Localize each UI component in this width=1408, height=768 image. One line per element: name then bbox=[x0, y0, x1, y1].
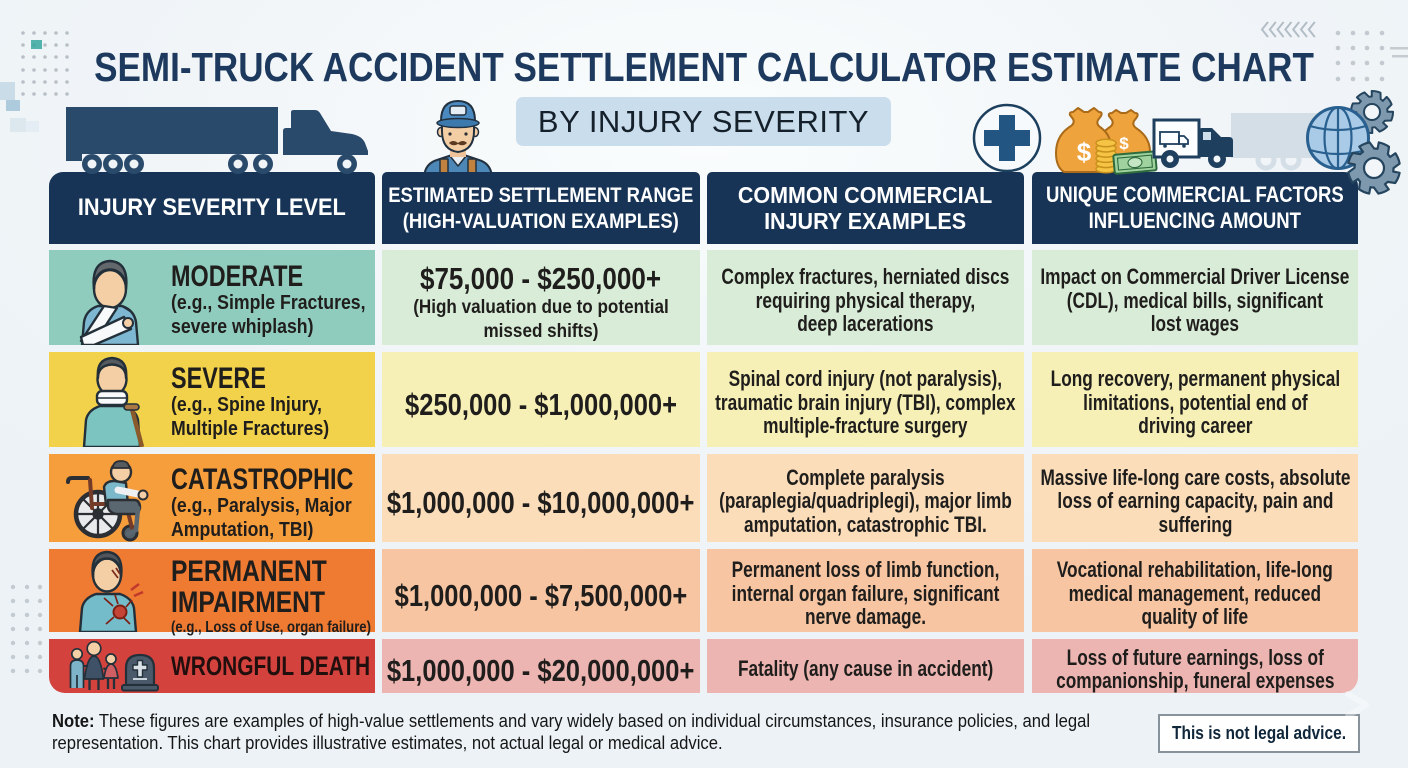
svg-text:$: $ bbox=[1119, 134, 1129, 153]
svg-text:$: $ bbox=[1077, 137, 1092, 167]
